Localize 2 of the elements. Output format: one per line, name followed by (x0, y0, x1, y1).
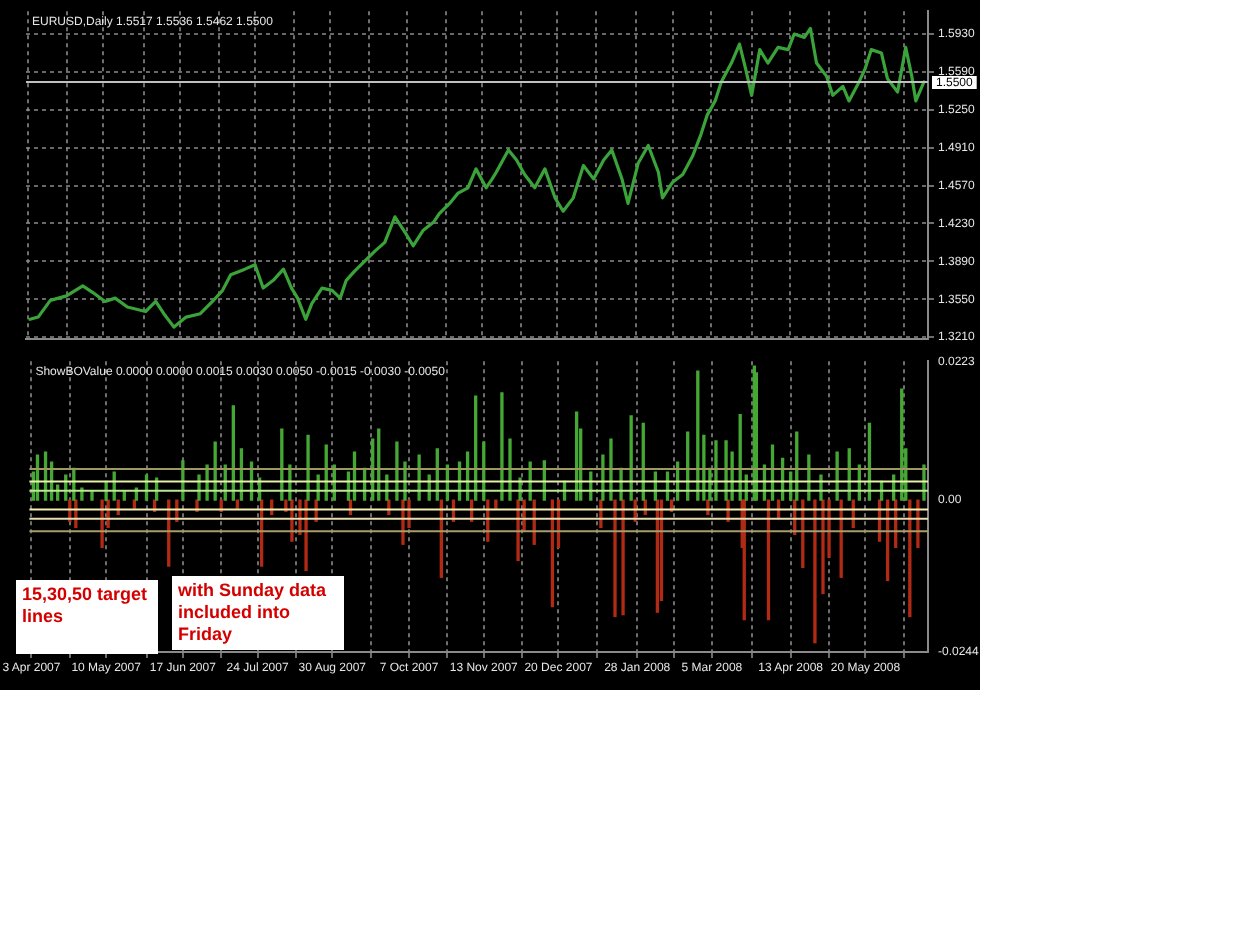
annotation: with Sunday data included into Friday (172, 576, 344, 650)
annotation: 15,30,50 target lines (16, 580, 158, 654)
